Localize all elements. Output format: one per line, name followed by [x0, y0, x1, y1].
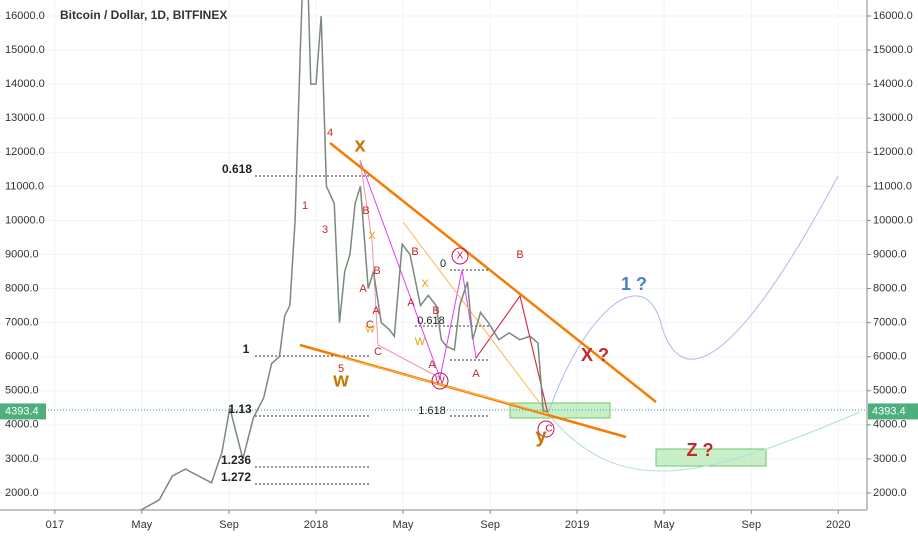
chart-title: Bitcoin / Dollar, 1D, BITFINEX	[60, 8, 227, 22]
price-line	[140, 0, 549, 510]
y-tick-label-left: 3000.0	[5, 453, 39, 465]
annotation: X	[421, 278, 429, 290]
annotation: 1.618	[418, 405, 446, 417]
x-tick-label: May	[393, 519, 414, 531]
annotation: C	[374, 346, 382, 358]
annotation: B	[516, 249, 523, 261]
annotation: 1 ?	[621, 274, 647, 294]
annotation: 0	[440, 258, 446, 270]
annotation: W	[365, 325, 375, 336]
annotation: X ?	[581, 345, 609, 365]
y-tick-label-right: 7000.0	[873, 317, 907, 329]
grid	[0, 0, 867, 510]
y-tick-label-left: 15000.0	[5, 44, 45, 56]
x-tick-label: 2020	[826, 519, 850, 531]
x-tick-label: Sep	[742, 519, 762, 531]
y-tick-label-right: 3000.0	[873, 453, 907, 465]
y-tick-label-right: 5000.0	[873, 385, 907, 397]
last-price-label: 4393.4	[5, 405, 39, 417]
last-price-tag	[868, 403, 918, 420]
y-tick-label-left: 10000.0	[5, 214, 45, 226]
x-tick-label: May	[654, 519, 675, 531]
x-tick-label: 2019	[565, 519, 589, 531]
x-tick-label: 2018	[304, 519, 328, 531]
y-tick-label-right: 12000.0	[873, 146, 913, 158]
y-tick-label-right: 15000.0	[873, 44, 913, 56]
x-tick-label: Sep	[480, 519, 500, 531]
price-marks	[140, 0, 549, 510]
y-tick-label-right: 2000.0	[873, 487, 907, 499]
y-tick-label-right: 16000.0	[873, 10, 913, 22]
y-tick-label-left: 5000.0	[5, 385, 39, 397]
last-price-tag	[0, 403, 46, 420]
x-tick-label: 017	[46, 519, 64, 531]
annotation: C	[366, 319, 374, 331]
annotation: 3	[322, 224, 328, 236]
annotation: A	[472, 368, 480, 380]
annotation: 4	[327, 127, 333, 139]
y-tick-label-left: 6000.0	[5, 351, 39, 363]
y-tick-label-left: 8000.0	[5, 282, 39, 294]
x-tick-label: Sep	[219, 519, 239, 531]
annotation: x	[354, 134, 365, 156]
y-tick-label-right: 13000.0	[873, 112, 913, 124]
y-tick-label-left: 11000.0	[5, 180, 44, 192]
annotation: X	[457, 251, 464, 262]
y-tick-label-left: 9000.0	[5, 248, 39, 260]
annotation: B	[373, 265, 380, 277]
annotation: A	[428, 359, 436, 371]
annotation: W	[415, 336, 426, 348]
y-tick-label-left: 7000.0	[5, 317, 39, 329]
annotation: A	[407, 297, 415, 309]
drawings	[255, 142, 861, 485]
y-tick-label-right: 4000.0	[873, 419, 907, 431]
annotation: Z ?	[687, 440, 714, 460]
y-tick-label-right: 11000.0	[873, 180, 912, 192]
annotation: X	[368, 230, 376, 242]
y-tick-label-left: 16000.0	[5, 10, 45, 22]
annotation: A	[372, 305, 380, 317]
right-axis-bg	[867, 0, 918, 537]
annotation: 1.236	[221, 453, 251, 467]
annotation: 0.618	[222, 162, 252, 176]
annotation: C	[545, 424, 552, 435]
y-tick-label-right: 9000.0	[873, 248, 907, 260]
annotation: w	[332, 369, 349, 391]
annotation: 1.272	[221, 470, 251, 484]
last-price-label: 4393.4	[872, 405, 906, 417]
y-tick-label-left: 2000.0	[5, 487, 39, 499]
y-tick-label-right: 8000.0	[873, 282, 907, 294]
annotation: B	[362, 205, 369, 217]
annotation: 1.13	[228, 402, 252, 416]
x-tick-label: May	[131, 519, 152, 531]
y-tick-label-right: 14000.0	[873, 78, 913, 90]
annotation: 1	[302, 200, 308, 212]
annotation: 5	[338, 363, 344, 375]
annotation: 0.618	[417, 315, 445, 327]
y-tick-label-left: 4000.0	[5, 419, 39, 431]
annotation: y	[535, 425, 547, 447]
annotation: A	[359, 283, 367, 295]
y-tick-label-right: 6000.0	[873, 351, 907, 363]
y-tick-label-left: 14000.0	[5, 78, 45, 90]
annotation: W	[435, 376, 445, 387]
y-tick-label-left: 13000.0	[5, 112, 45, 124]
annotation: B	[432, 305, 439, 317]
annotation: B	[411, 246, 418, 258]
annotation: 1	[243, 342, 250, 356]
y-tick-label-right: 10000.0	[873, 214, 913, 226]
y-tick-label-left: 12000.0	[5, 146, 45, 158]
